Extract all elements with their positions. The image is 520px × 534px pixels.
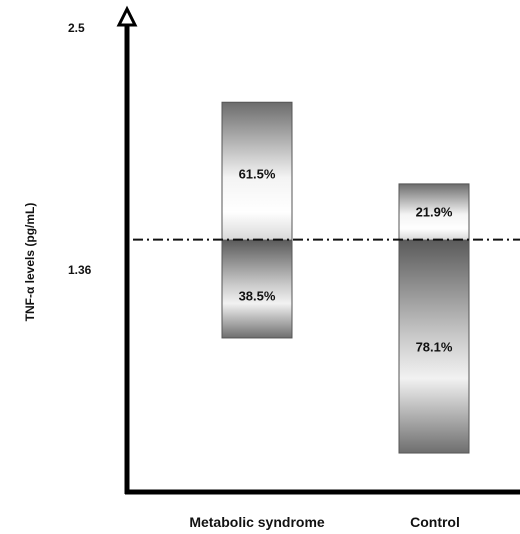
y-tick-label-top: 2.5 xyxy=(68,21,85,35)
y-tick-label-ref: 1.36 xyxy=(68,263,92,277)
bar-segment-above-metabolic-syndrome xyxy=(222,102,292,240)
y-axis-arrow-icon xyxy=(116,5,138,27)
bars-group: 61.5% 38.5% 21.9% 78.1% xyxy=(221,101,470,454)
y-axis-title: TNF-α levels (pg/mL) xyxy=(23,203,37,322)
data-label-above-metabolic-syndrome: 61.5% xyxy=(239,167,276,182)
x-category-label-control: Control xyxy=(410,514,460,530)
data-label-below-control: 78.1% xyxy=(416,339,453,354)
bar-outline-metabolic-syndrome xyxy=(221,101,293,339)
bar-outline-control xyxy=(398,183,470,454)
bar-segment-below-control xyxy=(399,239,469,454)
bar-segment-below-metabolic-syndrome xyxy=(222,239,292,338)
bar-segment-above-control xyxy=(399,183,469,240)
data-label-below-metabolic-syndrome: 38.5% xyxy=(239,289,276,304)
data-label-above-control: 21.9% xyxy=(416,205,453,220)
x-category-label-metabolic: Metabolic syndrome xyxy=(189,514,325,530)
